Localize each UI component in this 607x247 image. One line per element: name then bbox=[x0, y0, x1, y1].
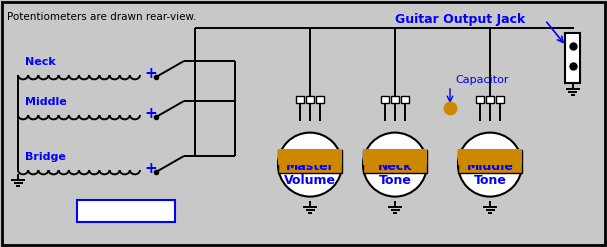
Text: Neck: Neck bbox=[25, 57, 56, 67]
Text: Neck: Neck bbox=[378, 160, 412, 173]
Text: +: + bbox=[144, 105, 157, 121]
Bar bbox=[316, 96, 324, 103]
Circle shape bbox=[458, 133, 522, 197]
Bar bbox=[363, 149, 427, 165]
Circle shape bbox=[278, 133, 342, 197]
Bar bbox=[401, 96, 409, 103]
Text: www.1728.com: www.1728.com bbox=[83, 206, 169, 216]
Text: Potentiometers are drawn rear-view.: Potentiometers are drawn rear-view. bbox=[7, 12, 197, 22]
Bar bbox=[296, 96, 304, 103]
Text: Master: Master bbox=[286, 160, 334, 173]
Bar bbox=[496, 96, 504, 103]
Text: Bridge: Bridge bbox=[25, 152, 66, 162]
Text: Middle: Middle bbox=[25, 97, 67, 107]
Bar bbox=[486, 96, 494, 103]
Text: +: + bbox=[144, 161, 157, 176]
Bar bbox=[278, 149, 342, 165]
Bar bbox=[306, 96, 314, 103]
Bar bbox=[363, 150, 427, 173]
Bar bbox=[391, 96, 399, 103]
Bar bbox=[458, 150, 522, 173]
Bar bbox=[278, 150, 342, 173]
Bar bbox=[565, 33, 580, 83]
Bar bbox=[458, 149, 522, 165]
Circle shape bbox=[363, 133, 427, 197]
Text: Tone: Tone bbox=[473, 174, 506, 187]
Bar bbox=[381, 96, 389, 103]
Text: +: + bbox=[562, 30, 574, 44]
Text: Tone: Tone bbox=[379, 174, 412, 187]
Text: Middle: Middle bbox=[467, 160, 514, 173]
Text: Guitar Output Jack: Guitar Output Jack bbox=[395, 14, 525, 26]
Text: Volume: Volume bbox=[284, 174, 336, 187]
Bar bbox=[77, 200, 175, 222]
Bar bbox=[476, 96, 484, 103]
Text: Capacitor: Capacitor bbox=[455, 75, 509, 85]
Text: +: + bbox=[144, 65, 157, 81]
